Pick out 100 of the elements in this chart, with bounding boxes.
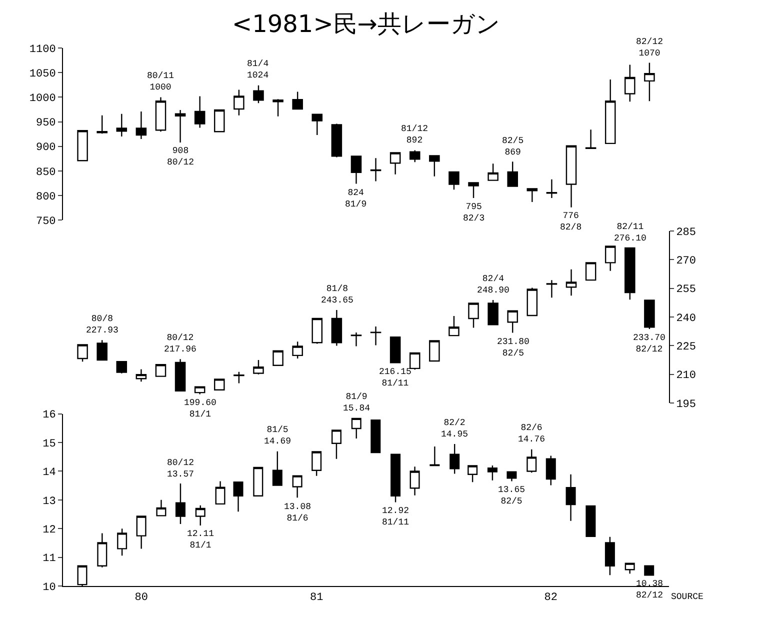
candlestick <box>430 446 440 466</box>
text: SOURCE <box>671 592 704 602</box>
y-tick-label: 255 <box>676 284 696 296</box>
y-tick-label: 10 <box>42 582 56 594</box>
candlestick <box>77 130 88 162</box>
x-tick-label: 82 <box>544 592 558 604</box>
annotation: 12.92 81/11 <box>382 506 410 528</box>
candlestick <box>253 359 264 375</box>
candlestick <box>77 344 88 362</box>
candlestick <box>272 450 282 486</box>
annotation: 231.80 82/5 <box>497 337 530 359</box>
annotation: 82/6 14.76 <box>518 423 546 445</box>
candlestick <box>410 466 420 496</box>
candlestick <box>272 350 284 366</box>
candlestick <box>566 145 577 208</box>
candlestick <box>117 528 128 556</box>
candlestick <box>644 299 655 330</box>
candlestick <box>624 64 636 102</box>
candlestick <box>488 299 498 326</box>
annotation: 81/12 892 <box>401 124 428 146</box>
annotation: 13.08 81/6 <box>284 502 312 524</box>
candlestick <box>96 114 108 134</box>
chart-title: <1981>民→共レーガン <box>232 10 500 38</box>
candlestick <box>174 358 186 392</box>
candlestick <box>351 418 362 440</box>
candlestick <box>468 182 479 199</box>
x-tick-label: 80 <box>134 592 148 604</box>
x-tick-label: 81 <box>310 592 324 604</box>
candlestick <box>546 178 558 199</box>
candlestick <box>175 482 186 525</box>
candlestick <box>488 162 498 182</box>
candlestick <box>214 378 225 390</box>
candlestick <box>370 158 382 182</box>
y-tick-label: 13 <box>42 496 56 508</box>
y-tick-label: 16 <box>42 410 56 422</box>
candlestick <box>116 113 128 138</box>
y-tick-label: 1050 <box>29 68 56 80</box>
candlestick <box>566 474 576 522</box>
annotation: 82/5 869 <box>502 136 524 158</box>
annotation: 216.15 81/11 <box>379 367 412 389</box>
y-tick-label: 950 <box>36 118 56 130</box>
y-tick-label: 11 <box>42 553 56 566</box>
candlestick <box>448 170 460 190</box>
candlestick <box>370 418 381 454</box>
candlestick <box>624 562 635 574</box>
candlestick <box>194 386 206 395</box>
candlestick <box>234 371 244 384</box>
candlestick <box>350 332 362 347</box>
candlestick <box>448 315 460 336</box>
candlestick <box>331 430 342 460</box>
y-tick-label: 270 <box>676 255 696 268</box>
candlestick <box>409 150 420 163</box>
candlestick <box>214 109 225 132</box>
y-tick-label: 15 <box>42 438 56 450</box>
candlestick <box>507 310 518 334</box>
candlestick <box>234 89 244 116</box>
candlestick <box>195 504 206 526</box>
y-tick-label: 800 <box>36 191 56 204</box>
candlestick <box>604 246 616 272</box>
candlestick <box>194 96 206 128</box>
candlestick <box>390 152 401 176</box>
candlestick <box>292 91 303 110</box>
candlestick <box>526 448 537 474</box>
candlestick <box>487 464 498 482</box>
y-tick-label: 12 <box>42 524 56 536</box>
annotation: 81/4 1024 <box>247 59 269 81</box>
candlestick <box>215 480 226 505</box>
y-tick-label: 285 <box>676 226 696 239</box>
y-tick-label: 210 <box>676 370 696 382</box>
candlestick <box>331 123 342 158</box>
candlestick <box>253 466 264 496</box>
candlestick <box>312 113 323 136</box>
candlestick <box>312 451 322 476</box>
annotation: 80/12 13.57 <box>167 458 194 480</box>
candlestick <box>292 341 303 360</box>
candlestick <box>136 110 147 140</box>
y-tick-label: 850 <box>36 166 56 179</box>
annotation: 80/11 1000 <box>147 71 174 93</box>
annotation: 795 82/3 <box>463 202 485 224</box>
annotation: 81/5 14.69 <box>264 425 292 447</box>
candlestick <box>174 109 186 144</box>
candlestick <box>136 516 146 550</box>
candlestick <box>429 154 440 177</box>
candlestick <box>155 96 166 132</box>
annotation: 233.70 82/12 <box>633 333 666 355</box>
candlestick <box>468 465 478 483</box>
candlestick <box>507 161 518 188</box>
candlestick <box>292 475 302 498</box>
candlestick <box>468 302 479 328</box>
y-tick-label: 14 <box>42 467 56 480</box>
candlestick <box>586 505 596 537</box>
candlestick <box>370 326 382 346</box>
candlestick <box>506 470 517 482</box>
y-tick-label: 900 <box>36 142 56 154</box>
y-tick-label: 195 <box>676 398 696 411</box>
candlestick <box>585 129 596 150</box>
candlestick <box>585 262 596 281</box>
annotation: 82/2 14.95 <box>441 418 468 440</box>
annotation: 82/12 1070 <box>636 37 664 59</box>
candlestick <box>331 309 342 346</box>
